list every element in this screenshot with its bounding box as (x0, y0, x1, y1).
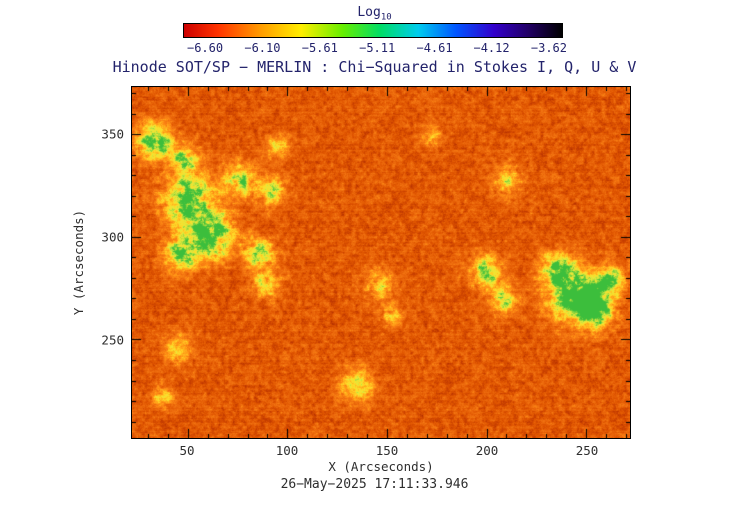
x-axis-label: X (Arcseconds) (328, 459, 434, 474)
colorbar-tick-label: −6.60 (186, 41, 224, 55)
x-tick-label: 150 (375, 443, 399, 458)
y-axis-label: Y (Arcseconds) (70, 86, 88, 439)
colorbar-tick-label: −4.12 (473, 41, 510, 55)
colorbar-tick-label: −5.11 (359, 41, 396, 55)
x-tick-label: 250 (575, 443, 599, 458)
colorbar-tick-label: −5.61 (301, 41, 338, 55)
x-tick-label: 50 (179, 443, 195, 458)
colorbar-title-subscript: 10 (380, 12, 392, 23)
y-tick-labels: 350 300 250 (93, 86, 127, 439)
colorbar-tick-label: −4.61 (416, 41, 453, 55)
y-tick-label: 300 (101, 229, 124, 245)
colorbar-gradient (183, 23, 563, 38)
x-tick-label: 100 (275, 443, 299, 458)
colorbar-tick-labels: −6.60 −6.10 −5.61 −5.11 −4.61 −4.12 −3.6… (183, 41, 567, 55)
y-axis-label-text: Y (Arcseconds) (71, 209, 87, 316)
x-tick-label: 200 (475, 443, 499, 458)
colorbar-title-text: Log (357, 5, 381, 20)
colorbar-title: Log10 (0, 5, 749, 23)
plot-area (131, 86, 631, 439)
colorbar-tick-label: −6.10 (244, 41, 281, 55)
heatmap-canvas (132, 87, 630, 438)
colorbar-tick-label: −3.62 (530, 41, 567, 55)
x-tick-labels: 50 100 150 200 250 (131, 443, 631, 458)
timestamp-caption: 26−May−2025 17:11:33.946 (280, 477, 469, 492)
y-tick-label: 250 (101, 332, 124, 348)
y-tick-label: 350 (101, 126, 124, 142)
plot-title: Hinode SOT/SP − MERLIN : Chi−Squared in … (112, 58, 637, 76)
